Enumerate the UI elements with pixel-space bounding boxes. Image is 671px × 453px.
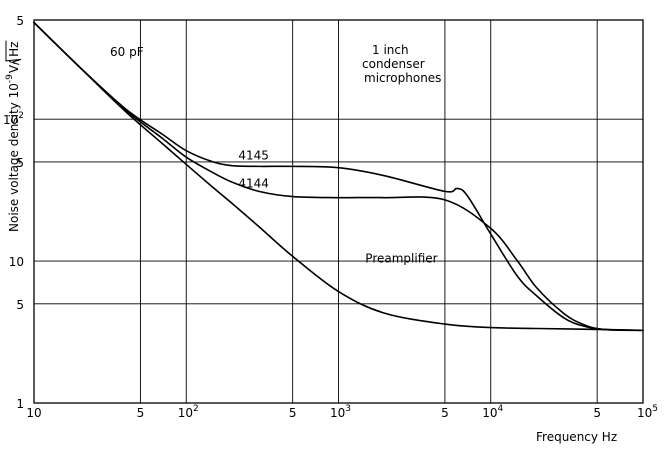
x-tick-labels: 10 5 102 5 103 5 104 5 105 xyxy=(26,404,658,420)
y-tick-label: 5 xyxy=(16,14,24,28)
curve-label-preamplifier: Preamplifier xyxy=(365,251,437,265)
title-line-2: condenser xyxy=(362,57,425,71)
y-axis-label-exponent: -9 xyxy=(5,74,15,83)
chart-title: 1 inch condenser microphones xyxy=(362,43,441,85)
grid-lines xyxy=(34,20,643,403)
x-tick-label: 5 xyxy=(441,406,449,420)
curve-4144 xyxy=(33,21,644,332)
y-tick-label: 1 xyxy=(16,397,24,411)
y-axis-label-sqrt: Hz xyxy=(7,42,21,57)
x-tick-label: 5 xyxy=(137,406,145,420)
x-tick-label: 5 xyxy=(289,406,297,420)
x-tick-label: 105 xyxy=(637,404,658,420)
curve-label-4144: 4144 xyxy=(238,177,269,191)
y-axis-label-unit: V/ xyxy=(7,60,21,73)
curve-preamplifier xyxy=(33,21,644,332)
y-axis-label: Noise voltage density 10-9V/Hz xyxy=(5,40,22,232)
y-tick-label: 5 xyxy=(16,156,24,170)
capacitance-annotation: 60 pF xyxy=(110,45,144,59)
curve-4145 xyxy=(33,21,644,332)
x-tick-label: 104 xyxy=(482,404,503,420)
y-tick-label: 5 xyxy=(16,298,24,312)
y-tick-label: 102 xyxy=(3,111,24,127)
sqrt-symbol xyxy=(5,40,22,65)
y-tick-label: 10 xyxy=(9,255,24,269)
svg-text:Noise voltage density 10-9V/H: Noise voltage density 10-9V/Hz xyxy=(5,42,21,232)
curve-label-4145: 4145 xyxy=(238,148,269,162)
x-tick-label: 102 xyxy=(178,404,199,420)
x-tick-label: 10 xyxy=(26,406,41,420)
x-tick-label: 103 xyxy=(330,404,351,420)
x-axis-label: Frequency Hz xyxy=(536,430,617,444)
title-line-1: 1 inch xyxy=(372,43,409,57)
plot-frame xyxy=(33,19,644,404)
curve-labels: 4144 4145 Preamplifier xyxy=(238,148,437,265)
curves xyxy=(33,21,644,332)
x-tick-label: 5 xyxy=(593,406,601,420)
y-axis-label-main: Noise voltage density 10 xyxy=(7,83,21,232)
title-line-3: microphones xyxy=(364,71,441,85)
